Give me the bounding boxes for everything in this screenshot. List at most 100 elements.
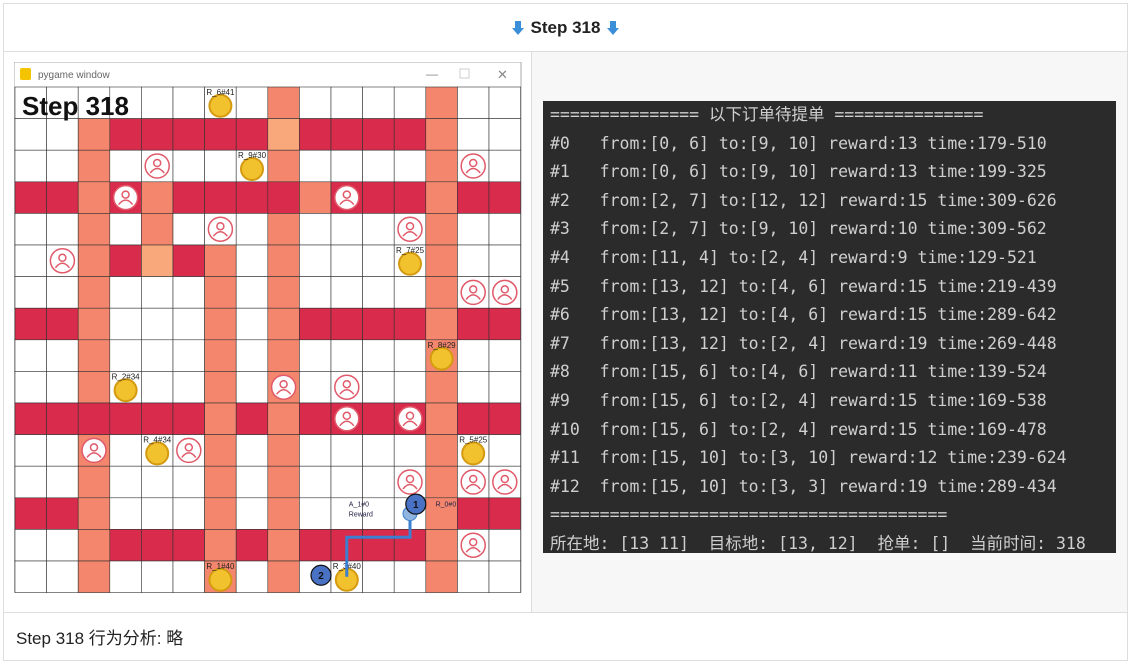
grid-cell — [235, 339, 269, 372]
customer-icon — [468, 474, 478, 484]
grid-cell — [77, 149, 111, 183]
grid-cell — [46, 276, 79, 309]
customer-icon — [460, 153, 486, 179]
customer-icon — [334, 406, 360, 432]
grid-cell — [299, 86, 332, 119]
grid-cell — [488, 149, 521, 183]
customer-icon — [342, 379, 352, 389]
route-marker-label: 2 — [318, 571, 324, 582]
grid-cell — [172, 149, 205, 183]
grid-cell — [362, 560, 395, 593]
grid-cell — [299, 434, 332, 467]
grid-cell — [330, 276, 363, 309]
grid-cell — [109, 434, 142, 467]
route-marker — [405, 493, 427, 515]
grid-cell — [235, 529, 269, 562]
customer-icon — [58, 253, 67, 263]
customer-icon — [468, 285, 478, 294]
close-button[interactable]: ✕ — [497, 67, 508, 82]
grid-cell — [299, 497, 332, 530]
customer-icon — [460, 279, 486, 306]
game-window: pygame window — ✕ R_6#41 R_9#30 R_7#25 R_8#… — [14, 62, 522, 593]
grid-cell — [362, 276, 395, 309]
grid-cell — [425, 402, 458, 435]
rider-label: R_6#41 — [206, 88, 235, 97]
grid-cell — [109, 307, 142, 341]
grid-cell — [46, 307, 79, 341]
grid-cell — [141, 276, 174, 309]
grid-cell — [109, 149, 142, 183]
customer-icon — [89, 443, 99, 452]
grid-cell — [425, 434, 458, 467]
grid-cell — [362, 149, 395, 183]
grid-cell — [425, 86, 458, 119]
grid-cell — [235, 402, 269, 435]
grid-cell — [172, 181, 205, 214]
grid-cell — [362, 118, 395, 151]
grid-cell — [204, 465, 237, 499]
route-line — [345, 513, 412, 577]
grid-cell — [330, 244, 363, 277]
grid-cell — [425, 465, 458, 499]
grid-cell — [204, 307, 237, 341]
customer-icon — [81, 437, 107, 464]
grid-cell — [267, 118, 300, 151]
rider-label: R_8#29 — [428, 341, 457, 350]
grid-cell — [299, 307, 332, 341]
grid-cell — [267, 86, 300, 119]
customer-icon — [121, 190, 130, 199]
grid-cell — [14, 560, 47, 593]
grid-cell — [330, 434, 363, 467]
grid-cell — [77, 371, 111, 404]
customer-icon — [212, 230, 228, 237]
grid-cell — [330, 213, 363, 246]
grid-cell — [267, 149, 300, 183]
grid-cell — [14, 371, 47, 404]
customer-icon — [497, 294, 513, 300]
grid-cell — [267, 434, 300, 467]
grid-cell — [141, 465, 174, 499]
grid-cell — [457, 339, 490, 372]
grid-cell — [77, 560, 111, 593]
grid-cell — [172, 339, 205, 372]
grid-cell — [204, 497, 237, 530]
grid-cell — [362, 465, 395, 499]
grid-cell — [393, 560, 427, 593]
grid-cell — [457, 371, 490, 404]
grid-cell — [109, 276, 142, 309]
arrow-icon — [607, 20, 620, 35]
customer-icon — [500, 285, 510, 294]
grid-cell — [46, 339, 79, 372]
order-line: #0 from:[0, 6] to:[9, 10] reward:13 time… — [550, 133, 1047, 153]
grid-cell — [141, 118, 174, 151]
grid-cell — [488, 307, 521, 341]
grid-cell — [235, 118, 269, 151]
grid-cell — [362, 181, 395, 214]
customer-icon — [405, 221, 415, 231]
grid-cell — [109, 339, 142, 372]
grid-cell — [46, 434, 79, 467]
grid-cell — [457, 86, 490, 119]
grid-cell — [299, 149, 332, 183]
grid-cell — [362, 371, 395, 404]
minimize-button[interactable]: — — [426, 67, 438, 81]
grid-cell — [299, 465, 332, 499]
maximize-button[interactable] — [459, 68, 470, 79]
rider-label: R_2#34 — [112, 372, 141, 381]
customer-icon — [54, 262, 70, 269]
grid-cell — [235, 276, 269, 309]
header: Step 318 — [3, 3, 1128, 52]
grid-cell — [235, 181, 269, 214]
grid-cell — [235, 244, 269, 277]
grid-cell — [488, 181, 521, 214]
grid-cell — [14, 244, 47, 277]
grid-cell — [204, 276, 237, 309]
grid-cell — [77, 402, 111, 435]
status-line: 所在地: [13 11] 目标地: [13, 12] 抢单: [] 当前时间: … — [550, 534, 1086, 553]
grid-cell — [362, 339, 395, 372]
grid-cell — [14, 529, 47, 562]
grid-cell — [362, 529, 395, 562]
grid-cell — [109, 529, 142, 562]
grid-cell — [299, 529, 332, 562]
grid-cell — [77, 529, 111, 562]
